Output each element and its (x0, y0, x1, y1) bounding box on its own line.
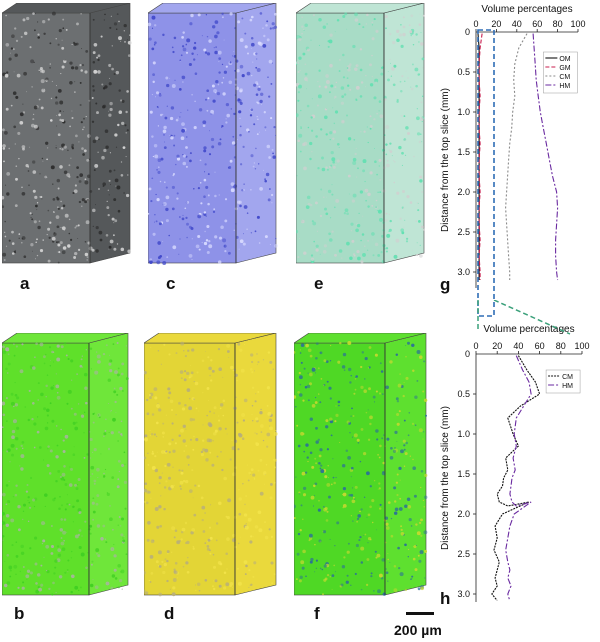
legend-label: CM (562, 374, 573, 381)
zoom-line-right (493, 300, 571, 335)
legend-label: GM (559, 65, 570, 72)
texture-specks (0, 11, 132, 264)
volume-render-b (1, 332, 130, 597)
panel-label-a: a (20, 274, 30, 293)
legend-label: HM (559, 83, 570, 90)
y-tick-label: 1.0 (457, 107, 470, 117)
texture-specks (292, 341, 428, 596)
series-line-cm (505, 33, 528, 280)
scale-bar (406, 612, 434, 615)
y-tick-label: 1.0 (457, 429, 470, 439)
chart-title: Volume percentages (483, 324, 574, 335)
x-tick-label: 80 (556, 341, 566, 351)
y-tick-label: 3.0 (457, 589, 470, 599)
y-tick-label: 1.5 (457, 469, 470, 479)
volume-render-svg-f (292, 332, 428, 596)
x-tick-label: 100 (570, 19, 585, 29)
series-line-hm (505, 355, 532, 601)
chart-h: Volume percentages 0 20 40 60 80 100 0.5 1.0 1.5 2… (440, 324, 590, 608)
legend-box (543, 51, 578, 94)
block-side-face (384, 332, 427, 596)
y-tick-label: 3.0 (457, 267, 470, 277)
legend-label: CM (559, 74, 570, 81)
volume-render-svg-d (142, 332, 278, 597)
panel-label-d: d (164, 604, 175, 623)
panel-label-f: f (314, 604, 320, 623)
texture-specks (142, 341, 278, 597)
x-tick-label: 20 (491, 19, 501, 29)
x-tick-label: 40 (512, 19, 522, 29)
y-tick-label: 0.5 (457, 67, 470, 77)
volume-render-svg-e (294, 2, 425, 264)
y-tick-label: 2.5 (457, 549, 470, 559)
block-side-face (89, 2, 131, 264)
block-front-face (1, 342, 90, 596)
texture-specks (147, 12, 278, 265)
block-front-face (143, 342, 236, 596)
volume-render-svg-b (1, 332, 129, 596)
x-tick-label: 0 (473, 341, 478, 351)
chart-title: Volume percentages (481, 4, 572, 15)
block-front-face (147, 12, 237, 264)
scale-bar-label: 200 µm (394, 622, 442, 638)
volume-render-a (0, 2, 132, 265)
volume-render-d (142, 332, 278, 597)
volume-render-svg-a (0, 2, 132, 264)
x-tick-label: 100 (574, 341, 589, 351)
block-side-face (235, 2, 277, 264)
series-line-gm (478, 33, 483, 280)
panel-label-e: e (314, 274, 324, 293)
legend-label: HM (562, 383, 573, 390)
volume-render-svg-c (147, 2, 278, 265)
volume-render-e (294, 2, 426, 265)
block-top-face (293, 332, 427, 344)
x-tick-label: 40 (513, 341, 523, 351)
volume-render-f (292, 332, 428, 597)
panel-label-g: g (440, 275, 450, 294)
block-top-face (1, 2, 131, 14)
x-tick-label: 20 (492, 341, 502, 351)
texture-specks (1, 342, 129, 596)
texture-specks (294, 12, 425, 264)
y-tick-label: 0 (465, 349, 470, 359)
y-tick-label: 2.0 (457, 187, 470, 197)
block-top-face (147, 2, 277, 14)
zoom-connector (477, 300, 571, 335)
x-tick-label: 0 (473, 19, 478, 29)
x-tick-label: 60 (535, 341, 545, 351)
block-front-face (293, 342, 386, 596)
y-axis-label: Distance from the top slice (mm) (440, 88, 451, 232)
block-side-face (234, 332, 277, 596)
x-tick-label: 80 (553, 19, 563, 29)
y-tick-label: 0.5 (457, 389, 470, 399)
panel-label-b: b (14, 604, 25, 623)
legend-label: OM (559, 56, 570, 63)
panel-label-c: c (166, 274, 176, 293)
y-tick-label: 1.5 (457, 147, 470, 157)
block-top-face (295, 2, 425, 14)
zoom-highlight-box (477, 29, 495, 317)
block-top-face (143, 332, 277, 344)
y-axis-label: Distance from the top slice (mm) (440, 406, 451, 550)
volume-render-c (147, 2, 278, 265)
x-tick-label: 60 (532, 19, 542, 29)
y-tick-label: 0 (465, 27, 470, 37)
panel-label-h: h (440, 589, 450, 608)
series-line-cm (491, 355, 541, 601)
block-top-face (1, 332, 129, 344)
y-tick-label: 2.5 (457, 227, 470, 237)
series-line-hm (532, 33, 559, 281)
y-tick-label: 2.0 (457, 509, 470, 519)
